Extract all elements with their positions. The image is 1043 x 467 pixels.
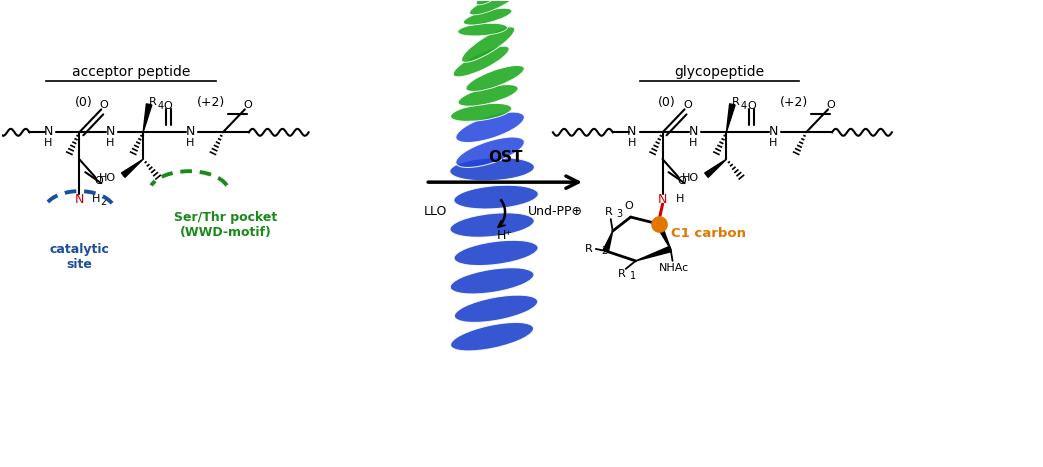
Text: HO: HO: [99, 173, 116, 183]
Text: C1 carbon: C1 carbon: [671, 227, 746, 241]
Polygon shape: [121, 159, 143, 177]
Text: O: O: [243, 100, 252, 110]
Ellipse shape: [466, 65, 525, 92]
Text: glycopeptide: glycopeptide: [675, 65, 765, 79]
Text: NHAc: NHAc: [658, 263, 688, 273]
Text: 3: 3: [616, 209, 623, 219]
Ellipse shape: [462, 27, 514, 62]
Text: N: N: [769, 125, 778, 138]
Text: HO: HO: [682, 173, 700, 183]
Ellipse shape: [453, 46, 509, 77]
Text: N: N: [688, 125, 698, 138]
Ellipse shape: [451, 103, 512, 121]
Text: (0): (0): [74, 96, 92, 109]
Ellipse shape: [456, 112, 525, 142]
Text: R: R: [605, 207, 612, 217]
Text: H: H: [676, 194, 684, 204]
Text: O: O: [94, 176, 102, 186]
Text: H: H: [186, 138, 194, 148]
Ellipse shape: [455, 295, 538, 322]
Text: H: H: [92, 194, 101, 204]
Text: (+2): (+2): [197, 96, 225, 109]
Text: 2: 2: [100, 197, 106, 207]
Text: H: H: [106, 138, 115, 148]
Ellipse shape: [454, 241, 538, 266]
Ellipse shape: [477, 0, 519, 5]
Polygon shape: [726, 104, 735, 132]
Text: LLO: LLO: [423, 205, 447, 218]
Text: (+2): (+2): [780, 96, 808, 109]
Text: H: H: [769, 138, 777, 148]
Text: N: N: [658, 192, 668, 205]
Text: Und-PP⊕: Und-PP⊕: [528, 205, 582, 218]
Text: 4: 4: [741, 101, 747, 111]
Text: O: O: [683, 100, 692, 110]
Ellipse shape: [458, 85, 518, 106]
Text: H: H: [689, 138, 698, 148]
Text: N: N: [44, 125, 53, 138]
Ellipse shape: [451, 322, 534, 351]
Text: N: N: [75, 192, 84, 205]
Text: H: H: [628, 138, 636, 148]
Text: Ser/Thr pocket
(WWD-motif): Ser/Thr pocket (WWD-motif): [174, 211, 277, 239]
Polygon shape: [143, 104, 152, 132]
Text: O: O: [677, 176, 686, 186]
Text: R: R: [149, 98, 156, 107]
Text: N: N: [105, 125, 115, 138]
Text: O: O: [625, 201, 633, 211]
Ellipse shape: [450, 157, 534, 181]
Text: catalytic
site: catalytic site: [49, 243, 110, 271]
Text: N: N: [186, 125, 195, 138]
Text: R: R: [585, 244, 592, 254]
Polygon shape: [635, 246, 672, 261]
Text: H⁺: H⁺: [498, 229, 513, 242]
Ellipse shape: [450, 213, 534, 237]
Text: O: O: [100, 100, 108, 110]
Polygon shape: [656, 223, 671, 249]
Text: N: N: [627, 125, 636, 138]
Ellipse shape: [469, 0, 515, 15]
Text: 4: 4: [157, 101, 163, 111]
Text: O: O: [164, 101, 172, 111]
Text: H: H: [44, 138, 52, 148]
Ellipse shape: [451, 268, 534, 294]
Polygon shape: [705, 159, 726, 177]
Text: 1: 1: [630, 271, 636, 281]
Polygon shape: [603, 231, 612, 252]
Text: R: R: [617, 269, 626, 279]
Text: (0): (0): [658, 96, 676, 109]
Ellipse shape: [463, 8, 512, 25]
Ellipse shape: [454, 185, 538, 209]
Text: acceptor peptide: acceptor peptide: [72, 65, 191, 79]
Text: 2: 2: [601, 246, 607, 256]
Text: O: O: [827, 100, 835, 110]
Ellipse shape: [456, 137, 525, 168]
Ellipse shape: [458, 23, 508, 36]
Text: OST: OST: [488, 150, 523, 165]
Text: O: O: [747, 101, 756, 111]
Text: R: R: [732, 98, 741, 107]
